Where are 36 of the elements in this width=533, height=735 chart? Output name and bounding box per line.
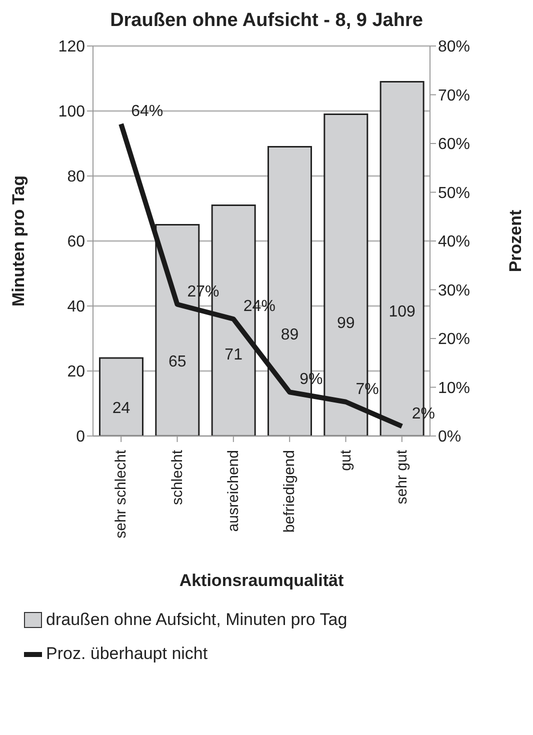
data-label: 65 xyxy=(168,354,186,371)
y-tick-label: 0 xyxy=(76,428,86,446)
x-tick-label: schlecht xyxy=(168,449,186,506)
data-label: 71 xyxy=(224,346,243,364)
y-tick-label: 80 xyxy=(67,168,86,186)
data-label: 109 xyxy=(388,304,416,321)
chart-title: Draußen ohne Aufsicht - 8, 9 Jahre xyxy=(109,10,424,32)
y2-axis-title: Prozent xyxy=(506,209,526,272)
y2-tick-label: 70% xyxy=(438,87,470,104)
y-axis-title: Minuten pro Tag xyxy=(9,176,28,306)
y2-tick-label: 0% xyxy=(438,428,462,446)
y2-tick-label: 60% xyxy=(438,136,470,154)
y-tick-label: 60 xyxy=(67,234,86,251)
bar xyxy=(98,357,144,436)
x-tick-label: sehr gut xyxy=(393,449,410,504)
y-tick-label: 120 xyxy=(58,38,86,56)
x-tick-label: sehr schlecht xyxy=(112,449,130,538)
x-tick-label: befriedigend xyxy=(281,450,298,533)
data-label: 24 xyxy=(112,400,130,418)
data-label: 64% xyxy=(131,103,164,120)
y-tick-label: 40 xyxy=(67,298,86,316)
y2-tick-label: 30% xyxy=(438,282,470,300)
y2-tick-label: 20% xyxy=(438,331,470,348)
x-tick-label: ausreichend xyxy=(224,450,242,532)
x-tick-label: gut xyxy=(337,449,354,471)
x-axis-title: Aktionsraumqualität xyxy=(179,571,344,590)
data-label: 89 xyxy=(280,326,299,344)
y-tick-label: 20 xyxy=(67,364,86,381)
y2-tick-label: 80% xyxy=(438,38,470,56)
legend-label: Proz. überhaupt nicht xyxy=(45,644,209,664)
y2-tick-label: 40% xyxy=(438,234,470,251)
data-label: 99 xyxy=(337,314,355,332)
legend-label: draußen ohne Aufsicht, Minuten pro Tag xyxy=(45,610,348,630)
y-tick-label: 100 xyxy=(58,104,86,121)
y2-tick-label: 10% xyxy=(438,380,470,397)
y2-tick-label: 50% xyxy=(438,184,470,202)
